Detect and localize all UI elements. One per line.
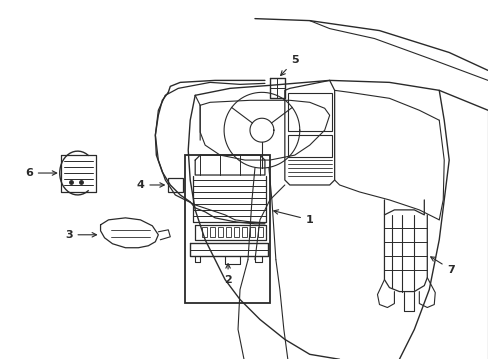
Text: 6: 6 [25,168,57,178]
Bar [168,178,183,192]
Text: 4: 4 [136,180,164,190]
Text: 3: 3 [65,230,96,240]
Bar [287,93,331,131]
Bar [258,227,263,237]
Bar [218,227,223,237]
Bar [242,227,246,237]
Bar [210,227,215,237]
Text: 2: 2 [224,264,231,285]
Bar [185,155,269,302]
Bar [225,227,230,237]
Bar [287,135,331,157]
Bar [202,227,207,237]
Text: 7: 7 [430,257,454,275]
Bar [234,227,239,237]
Text: 5: 5 [280,55,298,76]
Text: 1: 1 [273,210,313,225]
Bar [249,227,254,237]
